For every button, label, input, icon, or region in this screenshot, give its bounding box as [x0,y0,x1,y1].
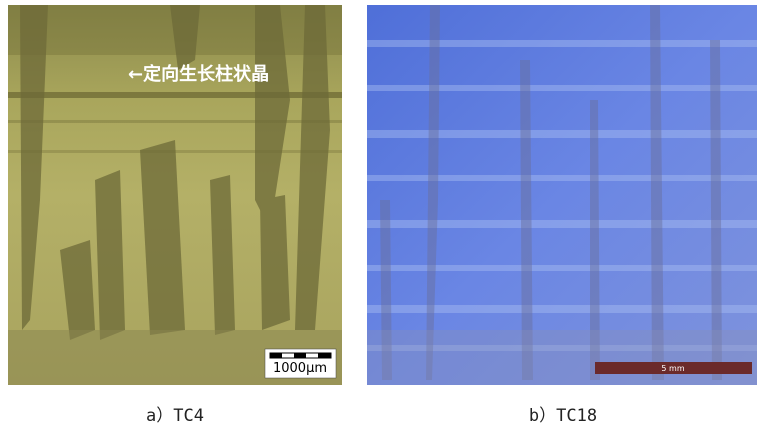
micrograph-tc18 [367,5,757,385]
caption: b）TC18 [529,406,597,426]
scale-label: 1000μm [273,361,327,376]
scale-label: 5 mm [661,364,684,373]
caption: a）TC4 [146,406,204,426]
micrograph-tc4 [8,5,342,385]
scale-bar-tc4: 1000μm [265,349,336,378]
figure: ←定向生长柱状晶 1000μm [0,0,770,439]
annotation: ←定向生长柱状晶 [128,63,269,85]
page: ←定向生长柱状晶 1000μm [0,0,770,439]
scale-bar-tc18: 5 mm [595,362,752,374]
